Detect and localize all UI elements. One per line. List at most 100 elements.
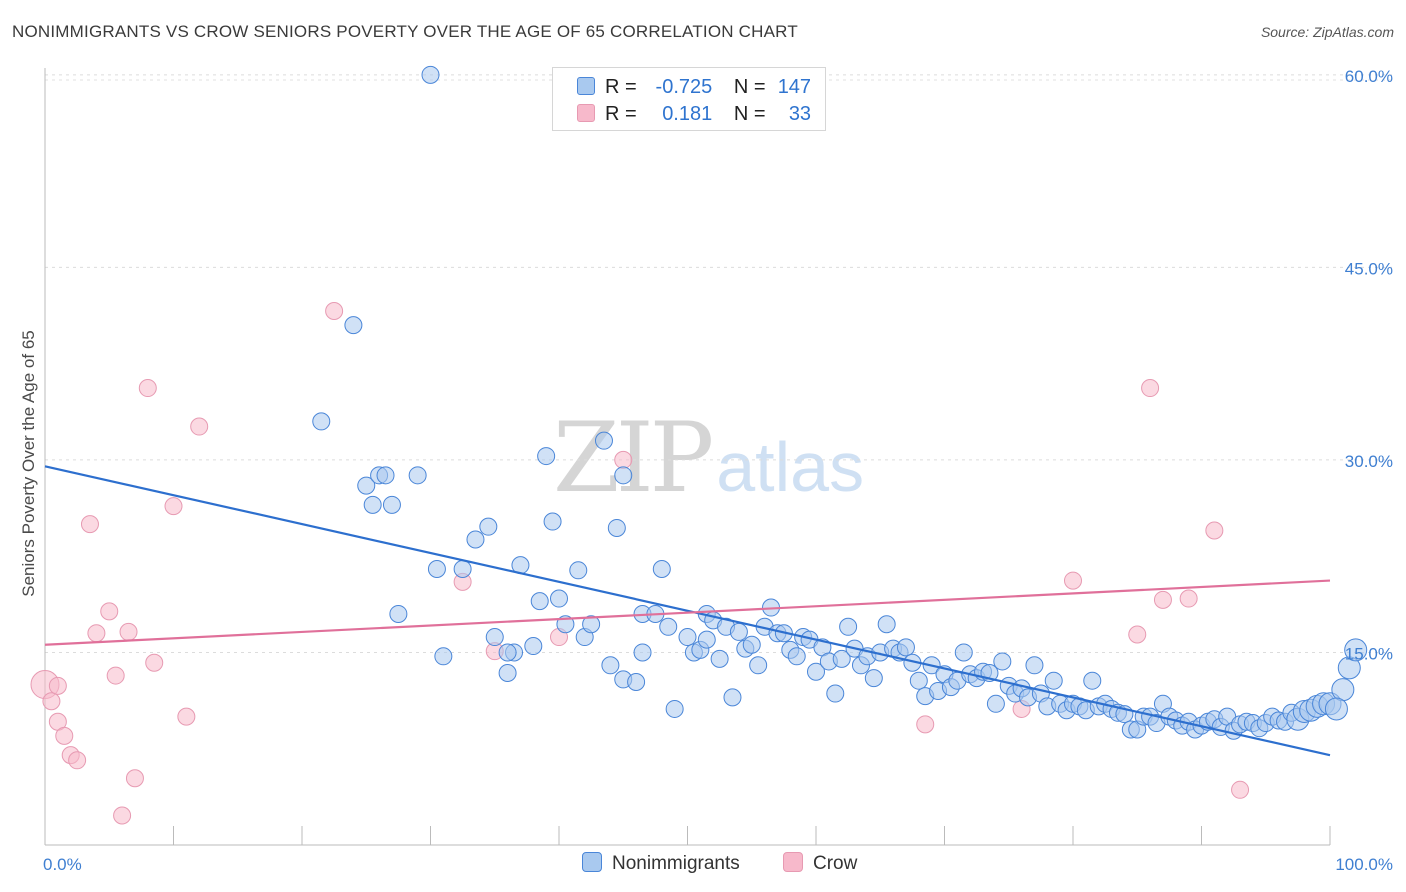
crow-point: [55, 726, 74, 745]
nonimmigrants-point: [1324, 697, 1348, 721]
nonimmigrants-point: [582, 615, 601, 634]
nonimmigrants-point: [312, 412, 331, 431]
nonimmigrants-point: [376, 466, 395, 485]
correlation-legend: R = -0.725 N = 147 R = 0.181 N = 33: [552, 67, 826, 131]
nonimmigrants-point: [530, 592, 549, 611]
crow-point: [42, 692, 61, 711]
nonimmigrants-point: [537, 447, 556, 466]
crow-point: [125, 769, 144, 788]
nonimmigrants-point: [807, 662, 825, 681]
nonimmigrants-point: [697, 630, 716, 649]
nonimmigrants-point: [633, 643, 652, 662]
nonimmigrants-point: [678, 628, 697, 647]
nonimmigrants-point: [723, 688, 742, 707]
y-axis-label: Seniors Poverty Over the Age of 65: [19, 330, 38, 596]
nonimmigrants-point: [382, 495, 401, 514]
nonimmigrants-point: [659, 617, 678, 636]
nonimmigrants-point: [607, 518, 626, 537]
nonimmigrants-point: [498, 663, 517, 682]
nonimmigrants-point: [479, 517, 498, 536]
chart-title: NONIMMIGRANTS VS CROW SENIORS POVERTY OV…: [12, 22, 798, 41]
nonimmigrants-point: [1344, 638, 1368, 662]
crow-point: [113, 806, 132, 825]
legend-n-value: 147: [777, 76, 812, 98]
crow-point: [1205, 521, 1224, 540]
nonimmigrants-point: [1331, 678, 1355, 702]
nonimmigrants-point: [877, 615, 896, 634]
y-tick-label: 30.0%: [1345, 452, 1393, 471]
watermark-logo: ZIPatlas: [553, 402, 864, 514]
nonimmigrants-point: [427, 560, 446, 579]
nonimmigrants-point: [627, 672, 646, 691]
crow-points: [30, 302, 1250, 825]
legend-r-value: 0.181: [662, 103, 713, 125]
crow-point: [100, 602, 119, 621]
nonimmigrants-point: [710, 649, 729, 668]
y-tick-label: 60.0%: [1345, 67, 1393, 86]
nonimmigrants-point: [896, 638, 915, 657]
nonimmigrants-point: [543, 512, 562, 531]
nonimmigrants-point: [1083, 671, 1102, 690]
nonimmigrants-point: [909, 671, 928, 690]
nonimmigrants-point: [498, 643, 517, 662]
watermark-atlas: atlas: [716, 428, 865, 506]
bottom-legend-crow: Crow: [783, 852, 857, 875]
nonimmigrants-point: [742, 635, 761, 654]
nonimmigrants-point: [832, 649, 851, 668]
crow-point: [190, 417, 209, 436]
nonimmigrants-point: [839, 617, 858, 636]
nonimmigrants-point: [485, 628, 504, 647]
nonimmigrants-point: [421, 65, 440, 84]
y-tick-label: 15.0%: [1345, 644, 1393, 663]
crow-point: [1141, 379, 1160, 398]
nonimmigrants-point: [1044, 671, 1063, 690]
nonimmigrants-point: [954, 643, 973, 662]
crow-point: [1153, 590, 1172, 609]
nonimmigrants-point: [729, 622, 748, 641]
nonimmigrants-point: [434, 647, 453, 666]
source-label: Source: ZipAtlas.com: [1260, 24, 1394, 40]
axes: [44, 68, 1331, 846]
watermark-zip: ZIP: [553, 402, 714, 514]
nonimmigrants-point: [344, 316, 363, 335]
nonimmigrants-point: [986, 694, 1005, 713]
crow-point: [1128, 625, 1147, 644]
legend-swatch-nonimmigrants: [577, 77, 595, 95]
crow-point: [916, 715, 935, 734]
crow-point: [87, 624, 106, 643]
bottom-legend-nonimmigrants: Nonimmigrants: [582, 852, 740, 875]
crow-point: [119, 622, 138, 641]
nonimmigrants-point: [749, 656, 768, 675]
legend-swatch-crow: [577, 104, 595, 122]
nonimmigrants-point: [550, 589, 568, 608]
nonimmigrants-point: [408, 466, 427, 485]
x-tick-label-max: 100.0%: [1335, 855, 1393, 874]
nonimmigrants-point: [363, 495, 382, 514]
nonimmigrants-point: [993, 652, 1012, 671]
y-tick-label: 45.0%: [1345, 259, 1393, 278]
crow-point: [1231, 780, 1250, 799]
crow-point: [614, 450, 633, 469]
nonimmigrants-point: [826, 684, 845, 703]
legend-row-crow: R = 0.181 N = 33: [577, 103, 811, 126]
bottom-legend-label: Nonimmigrants: [612, 853, 740, 874]
nonimmigrants-point: [864, 669, 883, 688]
nonimmigrants-point: [665, 699, 684, 718]
crow-point: [177, 707, 196, 726]
trend-lines: [44, 465, 1331, 757]
legend-n-value: 33: [788, 103, 812, 125]
nonimmigrants-points: [312, 65, 1368, 740]
crow-point: [48, 676, 67, 695]
legend-r-label: R =: [605, 103, 637, 125]
crow-point: [1064, 571, 1082, 590]
nonimmigrants-point: [787, 647, 806, 666]
crow-trend-line: [44, 579, 1331, 646]
nonimmigrants-point: [357, 476, 376, 495]
crow-point: [145, 653, 164, 672]
nonimmigrants-point: [594, 431, 613, 450]
nonimmigrants-trend-line: [44, 465, 1331, 757]
crow-point: [80, 515, 99, 534]
nonimmigrants-point: [524, 637, 543, 656]
nonimmigrants-point: [569, 561, 588, 580]
